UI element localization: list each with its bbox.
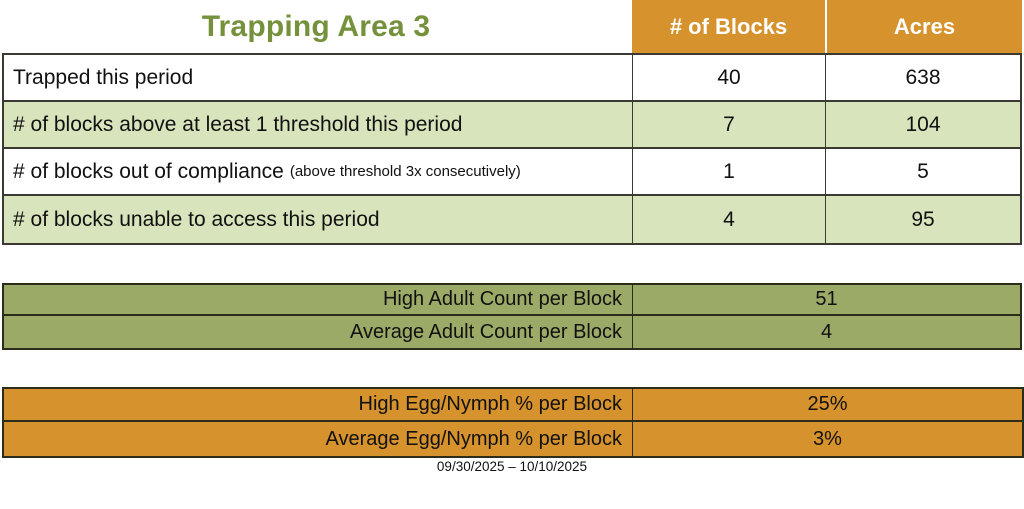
page-title: Trapping Area 3 xyxy=(201,9,431,43)
summary-table: Trapped this period 40 638 # of blocks a… xyxy=(2,53,1022,245)
column-header-acres: Acres xyxy=(827,0,1022,53)
row-value: 4 xyxy=(820,320,833,343)
row-label: Average Adult Count per Block xyxy=(4,316,633,348)
row-label-text: # of blocks above at least 1 threshold t… xyxy=(13,112,463,136)
row-label: # of blocks unable to access this period xyxy=(4,196,633,243)
table-row-average-egg-nymph: Average Egg/Nymph % per Block 3% xyxy=(4,422,1022,456)
row-value: 51 xyxy=(815,288,838,310)
column-header-blocks: # of Blocks xyxy=(632,0,825,53)
table-row-high-egg-nymph: High Egg/Nymph % per Block 25% xyxy=(4,389,1022,422)
row-value: 25% xyxy=(807,393,848,415)
column-header-blocks-label: # of Blocks xyxy=(669,13,788,39)
table-row-out-of-compliance: # of blocks out of compliance (above thr… xyxy=(4,149,1020,196)
report-period: 09/30/2025 – 10/10/2025 xyxy=(436,459,588,474)
row-value: 3% xyxy=(813,427,842,450)
row-label: Trapped this period xyxy=(4,55,633,100)
acres-value: 104 xyxy=(905,112,941,136)
report-title-cell: Trapping Area 3 xyxy=(0,0,632,53)
acres-value: 5 xyxy=(917,159,929,183)
blocks-value: 40 xyxy=(633,55,826,100)
row-label-text: # of blocks out of compliance xyxy=(13,159,284,183)
blocks-value: 1 xyxy=(633,149,826,194)
table-row-high-adult-count: High Adult Count per Block 51 xyxy=(4,285,1020,316)
row-label: High Adult Count per Block xyxy=(4,285,633,314)
adult-count-table: High Adult Count per Block 51 Average Ad… xyxy=(2,283,1022,350)
row-label: # of blocks out of compliance (above thr… xyxy=(4,149,633,194)
table-row-average-adult-count: Average Adult Count per Block 4 xyxy=(4,316,1020,348)
row-label-text: # of blocks unable to access this period xyxy=(13,207,380,231)
row-label-note: (above threshold 3x consecutively) xyxy=(289,163,521,180)
table-row-trapped: Trapped this period 40 638 xyxy=(4,55,1020,102)
row-label-text: Trapped this period xyxy=(13,65,194,89)
row-label: # of blocks above at least 1 threshold t… xyxy=(4,102,633,147)
acres-value: 95 xyxy=(911,207,935,231)
column-header-acres-label: Acres xyxy=(893,13,956,39)
table-row-unable-to-access: # of blocks unable to access this period… xyxy=(4,196,1020,243)
table-row-above-threshold: # of blocks above at least 1 threshold t… xyxy=(4,102,1020,149)
blocks-value: 4 xyxy=(633,196,826,243)
row-label: High Egg/Nymph % per Block xyxy=(4,389,633,420)
egg-nymph-table: High Egg/Nymph % per Block 25% Average E… xyxy=(2,387,1024,458)
row-label: Average Egg/Nymph % per Block xyxy=(4,422,633,456)
blocks-value: 7 xyxy=(633,102,826,147)
acres-value: 638 xyxy=(905,65,941,89)
